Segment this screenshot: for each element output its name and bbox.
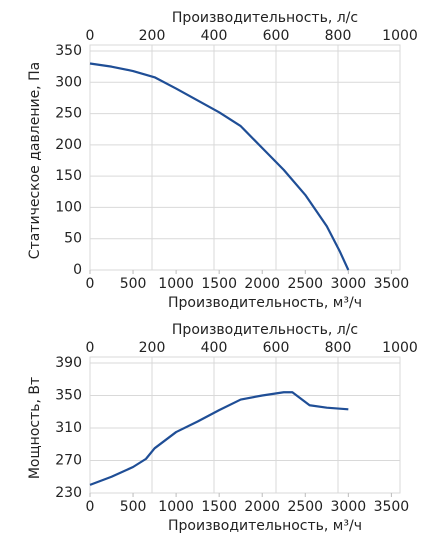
x2-tick-label: 400 bbox=[201, 28, 228, 44]
x2-axis-label: Производительность, л/с bbox=[172, 322, 358, 338]
x-tick-label: 3500 bbox=[374, 499, 410, 515]
y-tick-label: 390 bbox=[55, 355, 82, 371]
x2-tick-label: 400 bbox=[201, 340, 228, 356]
x2-axis-label: Производительность, л/с bbox=[172, 10, 358, 26]
x2-tick-label: 600 bbox=[263, 28, 290, 44]
x-tick-label: 1500 bbox=[201, 499, 237, 515]
plot-frame bbox=[89, 356, 401, 494]
x2-tick-label: 200 bbox=[139, 340, 166, 356]
y-axis-label: Статическое давление, Па bbox=[27, 62, 43, 259]
x-tick-label: 500 bbox=[120, 499, 147, 515]
y-tick-label: 50 bbox=[64, 231, 82, 247]
x-tick-label: 2500 bbox=[287, 276, 323, 292]
x-tick-label: 2000 bbox=[244, 499, 280, 515]
x2-tick-label: 200 bbox=[139, 28, 166, 44]
x-tick-label: 2000 bbox=[244, 276, 280, 292]
y-tick-label: 200 bbox=[55, 137, 82, 153]
y-tick-label: 300 bbox=[55, 74, 82, 90]
y-tick-label: 310 bbox=[55, 420, 82, 436]
y-tick-label: 100 bbox=[55, 199, 82, 215]
line-series bbox=[89, 62, 350, 271]
x-tick-label: 1000 bbox=[158, 276, 194, 292]
y-tick-label: 230 bbox=[55, 485, 82, 501]
y-tick-label: 150 bbox=[55, 168, 82, 184]
x-tick-label: 500 bbox=[120, 276, 147, 292]
x2-tick-label: 600 bbox=[263, 340, 290, 356]
x2-tick-label: 0 bbox=[86, 340, 95, 356]
x2-tick-label: 1000 bbox=[382, 340, 418, 356]
y-tick-label: 270 bbox=[55, 453, 82, 469]
line-series bbox=[89, 391, 349, 486]
x-tick-label: 3000 bbox=[331, 276, 367, 292]
x-tick-label: 0 bbox=[86, 276, 95, 292]
plot-frame bbox=[89, 44, 401, 271]
x-tick-label: 0 bbox=[86, 499, 95, 515]
y-tick-label: 350 bbox=[55, 43, 82, 59]
x2-tick-label: 800 bbox=[325, 340, 352, 356]
x-tick-label: 2500 bbox=[287, 499, 323, 515]
x2-tick-label: 1000 bbox=[382, 28, 418, 44]
x-tick-label: 3500 bbox=[374, 276, 410, 292]
x-axis-label: Производительность, м³/ч bbox=[168, 295, 362, 311]
y-axis-label: Мощность, Вт bbox=[27, 377, 43, 479]
x2-tick-label: 800 bbox=[325, 28, 352, 44]
y-tick-label: 250 bbox=[55, 106, 82, 122]
y-tick-label: 350 bbox=[55, 388, 82, 404]
x2-tick-label: 0 bbox=[86, 28, 95, 44]
x-tick-label: 1500 bbox=[201, 276, 237, 292]
x-axis-label: Производительность, м³/ч bbox=[168, 518, 362, 534]
x-tick-label: 1000 bbox=[158, 499, 194, 515]
y-tick-label: 0 bbox=[73, 262, 82, 278]
x-tick-label: 3000 bbox=[331, 499, 367, 515]
